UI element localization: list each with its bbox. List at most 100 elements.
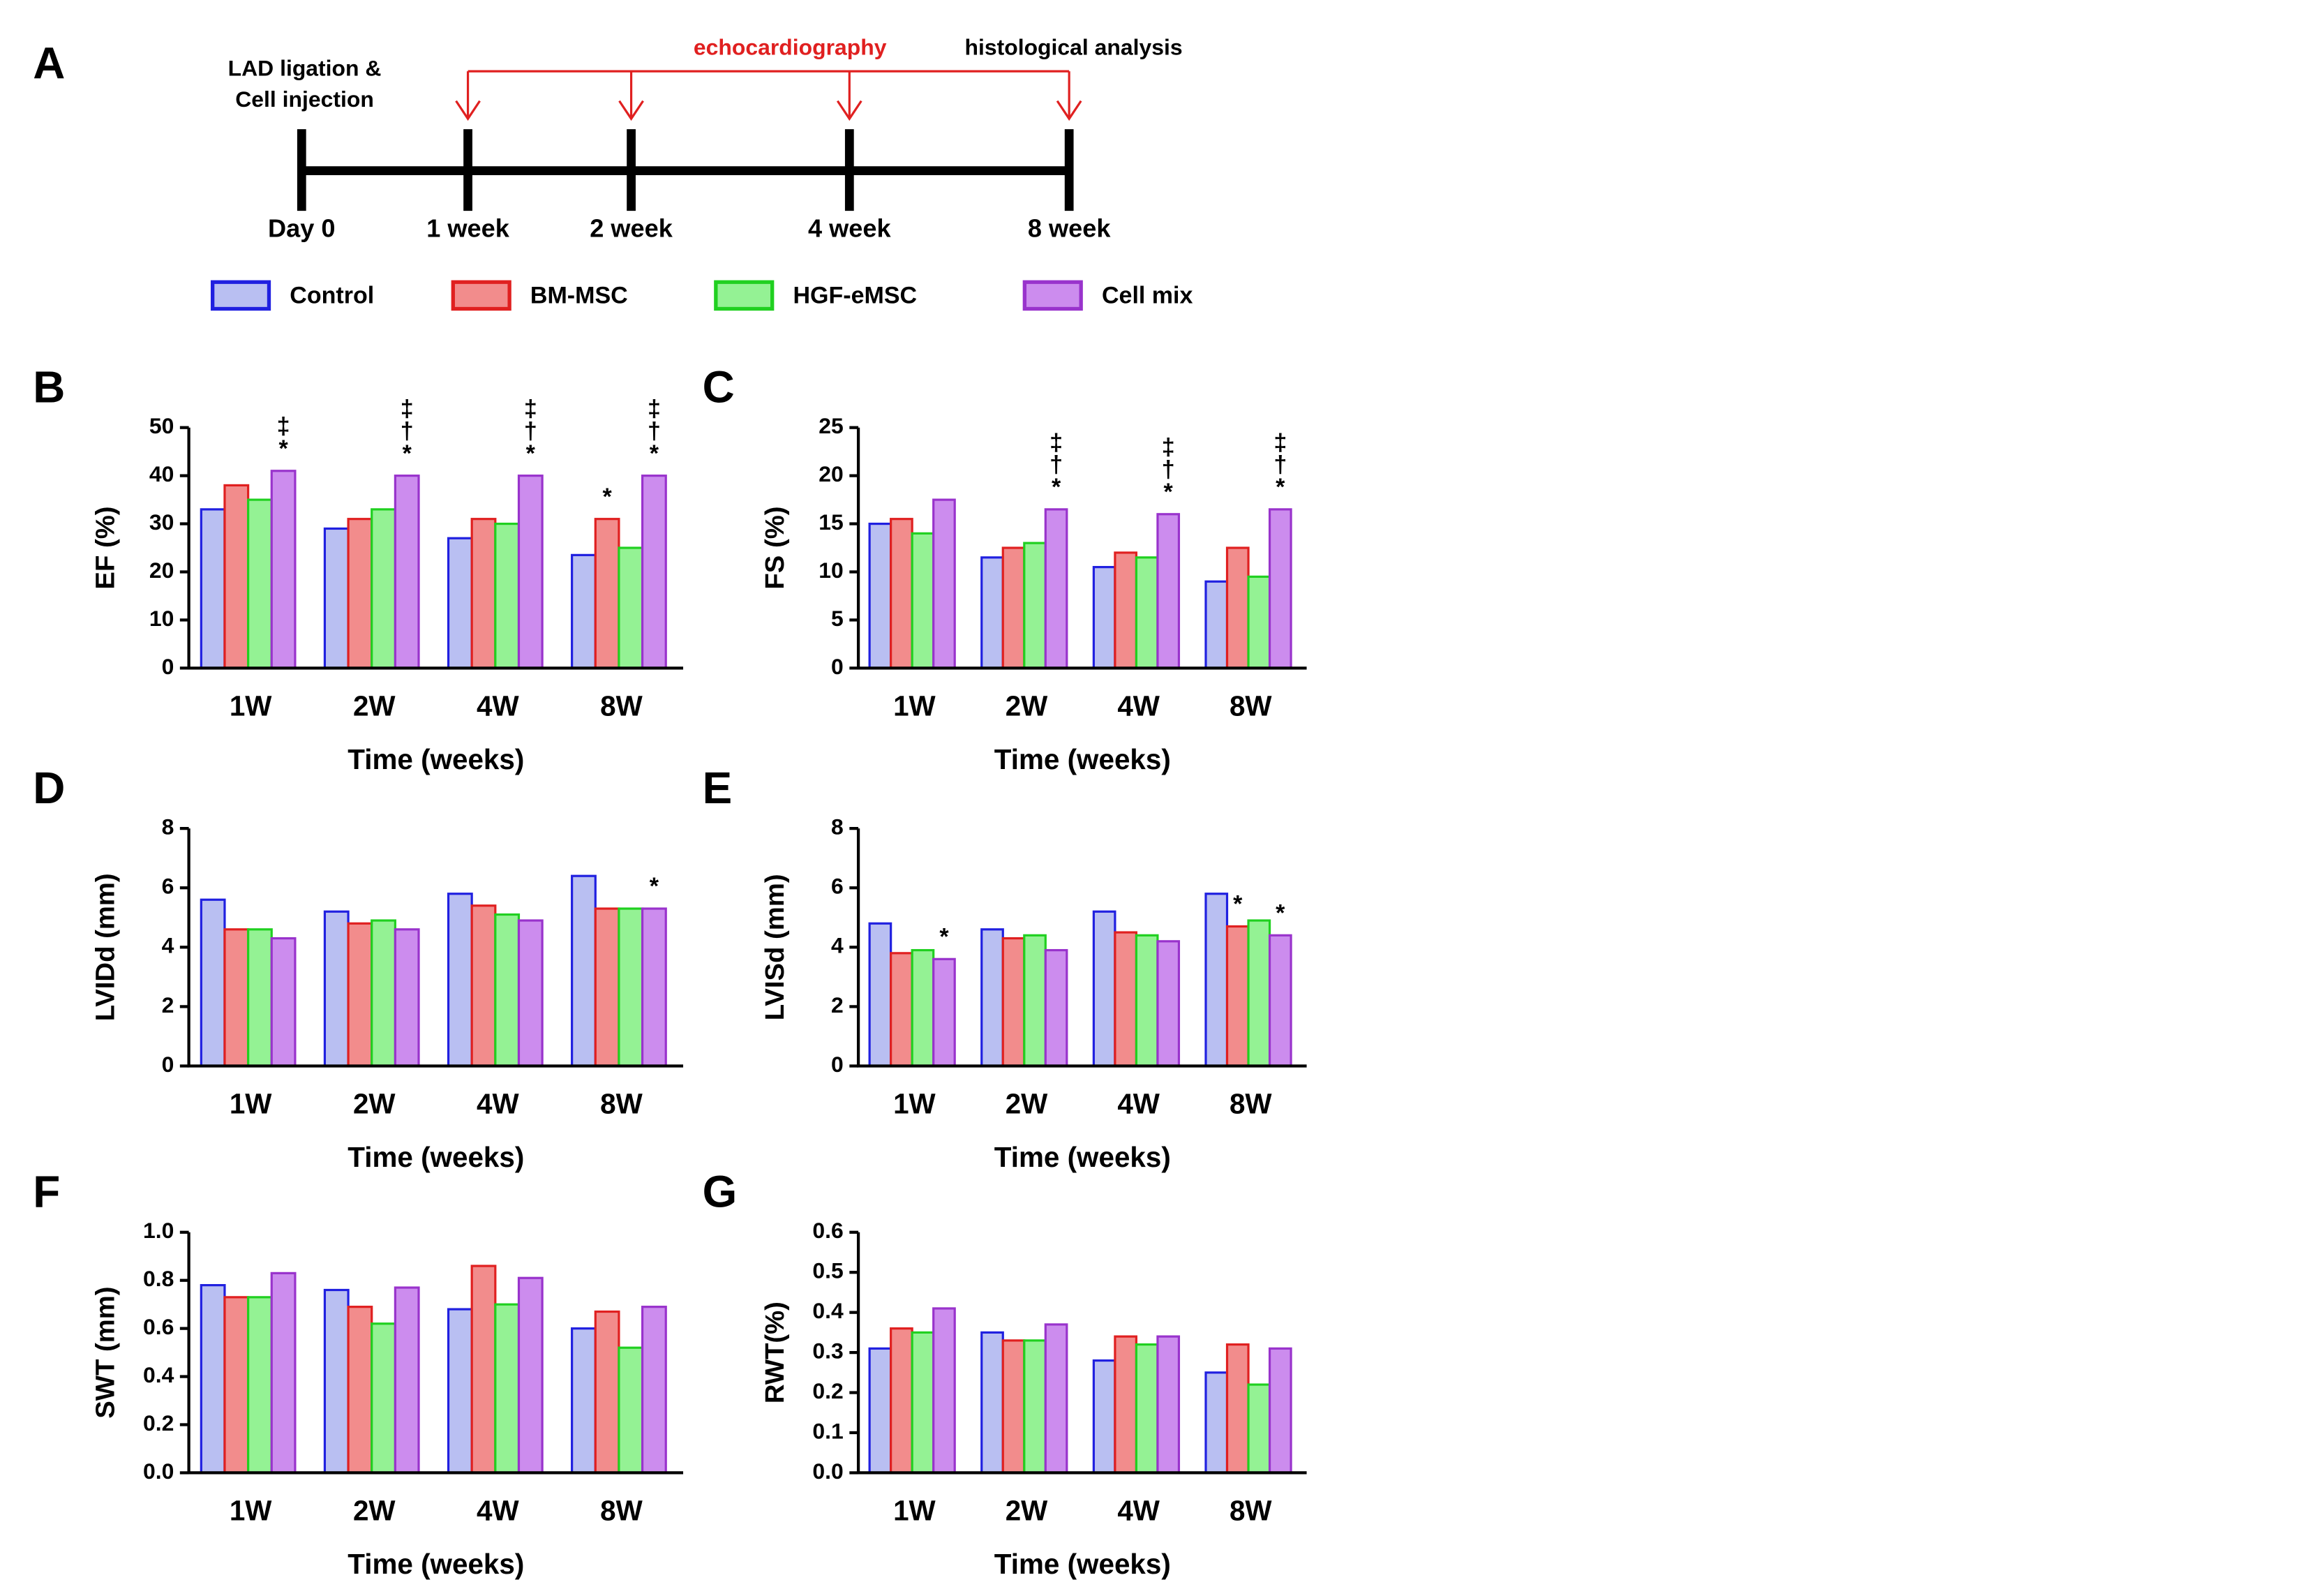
start-label: LAD ligation & — [228, 55, 382, 80]
bar — [200, 898, 226, 1068]
x-axis-label: Time (weeks) — [348, 1141, 524, 1173]
significance-mark: * — [650, 440, 659, 467]
significance-mark: * — [602, 484, 612, 510]
y-tick-label: 8 — [831, 814, 844, 840]
bar — [394, 475, 420, 669]
x-tick-label: 2W — [353, 689, 396, 722]
bar — [618, 907, 644, 1068]
bar — [594, 907, 620, 1068]
y-tick-label: 0 — [162, 1052, 174, 1077]
bar — [1044, 1323, 1068, 1475]
bar — [494, 1303, 521, 1475]
legend-swatch — [210, 280, 271, 311]
x-tick-label: 2W — [1006, 1495, 1048, 1527]
panel-label: E — [703, 763, 733, 813]
significance-mark: † — [524, 418, 537, 445]
y-tick-label: 0.6 — [812, 1218, 843, 1243]
bar — [641, 1306, 667, 1475]
bar — [1204, 1371, 1229, 1475]
bar — [890, 952, 913, 1068]
bar — [247, 928, 273, 1068]
bar — [323, 910, 350, 1068]
y-axis-label: EF (%) — [91, 506, 121, 589]
bar — [223, 484, 250, 669]
y-tick-label: 8 — [162, 814, 174, 840]
y-tick-label: 2 — [831, 992, 844, 1017]
bar — [447, 1308, 473, 1475]
bar — [470, 1265, 497, 1475]
bar — [932, 1307, 956, 1475]
y-axis-label: LVIDd (mm) — [91, 873, 121, 1021]
panel-label: D — [33, 763, 65, 813]
x-tick-label: 2W — [1006, 1088, 1048, 1120]
x-tick-label: 8W — [600, 1495, 643, 1527]
bar — [247, 1296, 273, 1475]
bar — [1023, 542, 1047, 669]
y-tick-label: 0 — [831, 1052, 844, 1077]
bar — [371, 508, 396, 669]
significance-mark: † — [1162, 456, 1175, 483]
x-tick-label: 4W — [1117, 1088, 1160, 1120]
significance-mark: ‡ — [1049, 429, 1063, 456]
bar — [200, 508, 226, 669]
histo-label: histological analysis — [965, 35, 1183, 60]
y-axis-label: SWT (mm) — [91, 1286, 121, 1418]
bar — [323, 1288, 350, 1475]
x-tick-label: 8W — [600, 689, 643, 722]
x-tick-label: 2W — [353, 1088, 396, 1120]
x-axis-label: Time (weeks) — [348, 743, 524, 775]
bar — [223, 928, 250, 1068]
bar — [1114, 551, 1138, 669]
timeline-point: Day 0 — [268, 214, 335, 242]
timeline-point: 1 week — [426, 214, 509, 242]
significance-mark: ‡ — [401, 396, 414, 422]
echo-arrows — [455, 70, 1082, 121]
y-tick-label: 25 — [819, 413, 844, 438]
bar — [1225, 546, 1250, 669]
significance-mark: * — [939, 924, 949, 950]
bar — [911, 532, 935, 669]
y-tick-label: 0.2 — [143, 1410, 174, 1435]
bar — [470, 518, 497, 669]
bar — [347, 518, 373, 669]
x-tick-label: 1W — [893, 689, 936, 722]
y-tick-label: 30 — [149, 509, 174, 535]
panel-label: C — [703, 361, 735, 412]
bar — [594, 1310, 620, 1475]
bar — [1092, 910, 1116, 1068]
bar — [641, 907, 667, 1068]
bar — [890, 1327, 913, 1475]
bar — [1092, 566, 1116, 669]
significance-mark: ‡ — [648, 396, 661, 422]
bar — [1156, 513, 1181, 669]
panel-label: F — [33, 1166, 60, 1216]
y-axis-label: RWT(%) — [760, 1302, 790, 1403]
x-tick-label: 8W — [1230, 1088, 1272, 1120]
bar — [371, 919, 396, 1068]
bar — [641, 475, 667, 669]
bar — [323, 527, 350, 669]
bar — [1044, 948, 1068, 1068]
bar — [394, 928, 420, 1068]
legend-label: HGF-eMSC — [793, 282, 917, 308]
significance-mark: * — [278, 435, 288, 462]
y-tick-label: 2 — [162, 992, 174, 1017]
y-tick-label: 0.1 — [812, 1418, 843, 1443]
bar — [1135, 556, 1159, 669]
y-axis-label: LVISd (mm) — [760, 874, 790, 1020]
bar — [1268, 934, 1292, 1068]
bar — [571, 874, 597, 1068]
y-tick-label: 4 — [831, 933, 844, 958]
bar — [1156, 1335, 1181, 1475]
y-tick-label: 0.4 — [143, 1362, 174, 1387]
legend-label: Cell mix — [1102, 282, 1193, 308]
x-axis-label: Time (weeks) — [994, 1141, 1171, 1173]
significance-mark: * — [1233, 891, 1243, 918]
bar — [980, 1331, 1004, 1475]
bar — [1268, 1347, 1292, 1475]
bar — [447, 537, 473, 669]
significance-mark: ‡ — [1273, 429, 1287, 456]
start-label: Cell injection — [235, 87, 374, 112]
bar — [1135, 934, 1159, 1068]
